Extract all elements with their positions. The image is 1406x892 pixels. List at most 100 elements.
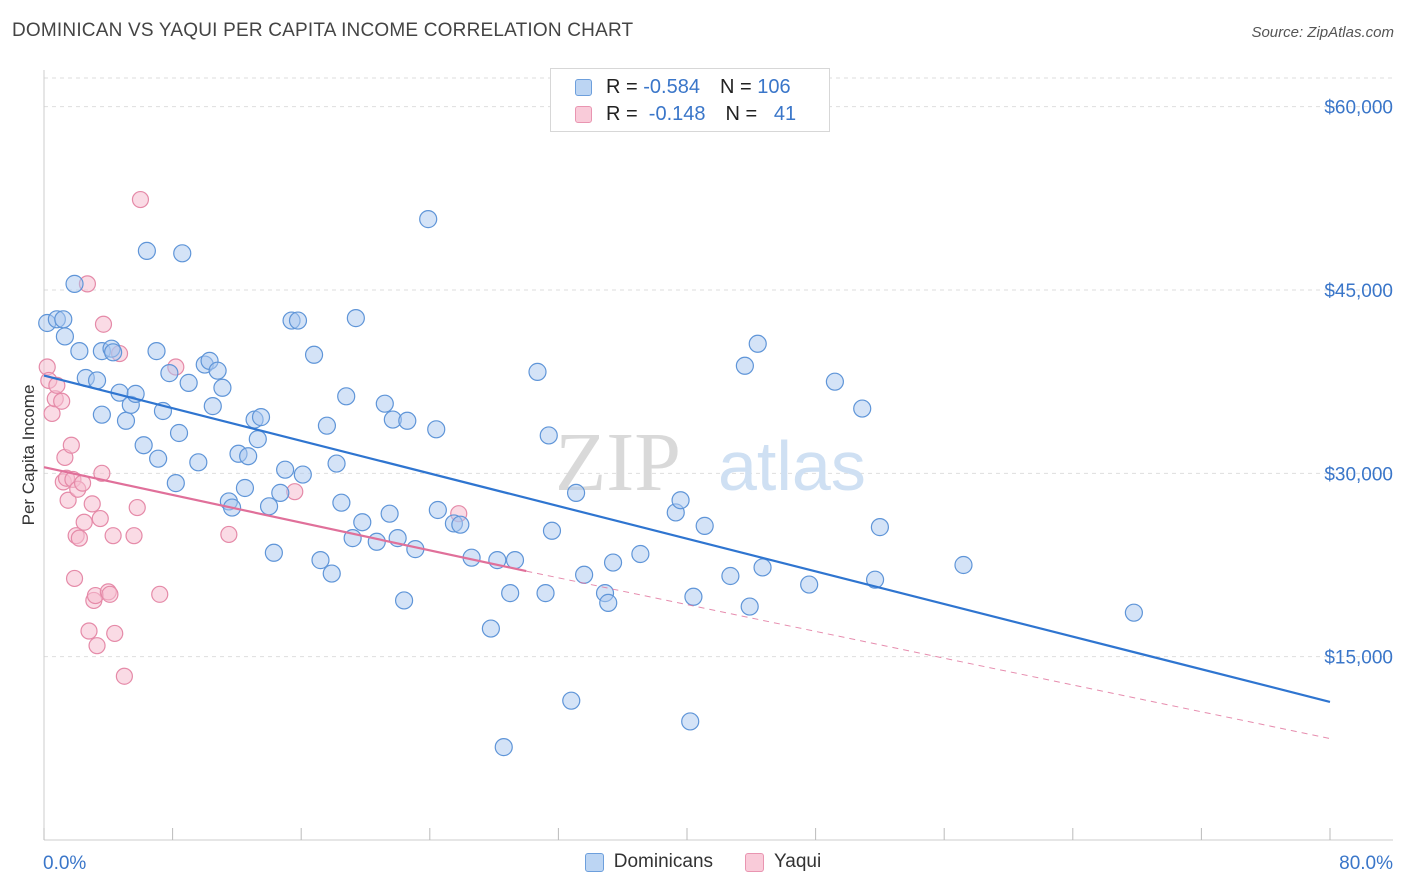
dominican-point — [55, 327, 74, 346]
legend-r-label: R = — [606, 102, 644, 125]
yaqui-point — [91, 509, 109, 528]
dominican-point — [428, 500, 447, 520]
dominican-point — [147, 342, 166, 361]
legend-n-value: 41 — [762, 102, 797, 125]
yaqui-point — [48, 376, 66, 394]
legend-item-dominicans[interactable]: Dominicans — [584, 851, 713, 873]
dominican-point — [276, 460, 295, 479]
dominican-point — [721, 566, 740, 586]
dominican-point — [539, 426, 558, 445]
dominican-point — [1124, 603, 1143, 622]
dominican-point — [346, 309, 365, 328]
legend-label-yaqui: Yaqui — [774, 851, 822, 872]
yaqui-point — [220, 525, 238, 544]
dominican-point — [398, 411, 417, 430]
yaqui-point — [83, 495, 101, 513]
chart-title: DOMINICAN VS YAQUI PER CAPITA INCOME COR… — [12, 20, 634, 41]
dominican-point — [271, 483, 290, 502]
legend-n-label: N = — [719, 75, 758, 98]
yaqui-point — [59, 491, 77, 509]
dominican-point — [293, 465, 312, 484]
legend-item-yaqui[interactable]: Yaqui — [745, 851, 821, 873]
dominican-point — [134, 436, 153, 455]
dominican-point — [288, 311, 308, 330]
yaqui-point — [151, 585, 169, 603]
dominican-point — [104, 343, 123, 362]
dominican-point — [169, 423, 189, 443]
y-tick-label: $60,000 — [1324, 98, 1393, 119]
dominican-point — [259, 497, 279, 516]
dominican-point — [575, 565, 594, 584]
dominican-point — [481, 619, 500, 638]
dominican-point — [304, 345, 324, 364]
dominican-point — [311, 551, 330, 570]
dominican-point — [251, 408, 271, 427]
dominican-point — [179, 373, 198, 392]
dominican-point — [603, 553, 623, 572]
dominican-point — [536, 584, 555, 603]
dominican-point — [54, 310, 73, 329]
dominican-point — [375, 394, 394, 413]
legend-r-value: -0.584 — [643, 75, 700, 98]
yaqui-point — [70, 529, 88, 547]
x-tick-label: 80.0% — [1339, 853, 1393, 874]
source-label: Source: ZipAtlas.com — [1251, 24, 1394, 41]
legend-r-value: -0.148 — [643, 102, 706, 125]
dominican-point — [208, 361, 227, 380]
legend-r-label: R = — [606, 75, 644, 98]
dominican-point — [166, 474, 185, 493]
dominican-point — [116, 411, 136, 430]
series-legend: Dominicans Yaqui — [0, 851, 1406, 873]
yaqui-point — [88, 637, 106, 655]
yaqui-point — [62, 436, 80, 454]
yaqui-trend-extension — [526, 570, 1331, 740]
dominican-point — [380, 504, 399, 523]
dominican-point — [235, 478, 255, 498]
dominican-point — [870, 518, 890, 537]
dominican-point — [800, 575, 819, 594]
legend-swatch-blue — [575, 78, 592, 96]
legend-row-dominicans: R = -0.584 N = 106 — [575, 74, 791, 100]
axis-layer — [43, 70, 1393, 841]
yaqui-trend-line — [43, 466, 527, 573]
dominican-point — [494, 738, 513, 757]
dominican-point — [203, 397, 222, 416]
dominican-point — [239, 447, 258, 466]
dominican-point — [189, 453, 208, 472]
dominican-point — [427, 420, 446, 439]
dominican-point — [160, 364, 179, 383]
yaqui-point — [125, 527, 143, 545]
yaqui-point — [101, 585, 119, 603]
dominican-point — [149, 449, 168, 468]
yaqui-point — [65, 569, 84, 588]
dominican-point — [740, 597, 759, 616]
dominican-point — [599, 593, 618, 612]
dominican-point — [70, 342, 89, 361]
dominican-point — [322, 564, 341, 583]
stats-legend: R = -0.584 N = 106 R = -0.148 N = 41 — [550, 68, 830, 132]
dominican-point — [327, 454, 346, 473]
yaqui-point — [131, 190, 150, 209]
yaqui-point — [75, 513, 93, 531]
y-tick-label: $15,000 — [1324, 648, 1393, 669]
dominican-point — [451, 515, 470, 534]
dominican-point — [853, 399, 872, 418]
dominican-point — [671, 491, 690, 510]
dominican-point — [213, 378, 232, 397]
dominican-point — [248, 430, 267, 449]
dominican-point — [684, 587, 703, 606]
dominican-point — [367, 532, 386, 551]
legend-swatch-pink — [575, 105, 592, 123]
dominican-point — [337, 387, 356, 406]
dominican-point — [542, 521, 562, 540]
yaqui-point — [53, 392, 71, 410]
dominican-point — [954, 555, 973, 575]
dominican-point — [753, 558, 772, 577]
dominican-point — [65, 274, 84, 293]
dominican-point — [332, 493, 351, 512]
dominican-points — [38, 210, 1143, 757]
yaqui-point — [104, 527, 122, 545]
legend-swatch-blue — [584, 852, 604, 872]
axis-labels: $15,000 $30,000 $45,000 $60,000 0.0% 80.0% Per… — [19, 98, 1393, 874]
trend-layer — [43, 374, 1331, 740]
